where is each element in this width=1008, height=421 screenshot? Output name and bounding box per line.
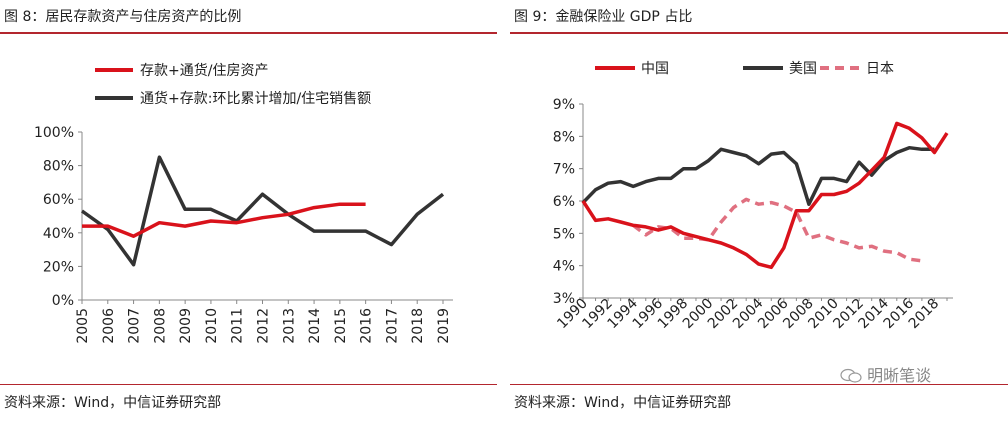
left-top-rule <box>0 32 497 34</box>
series-line-1 <box>82 202 366 238</box>
y-tick-label: 4% <box>553 259 575 275</box>
legend-label-1: 中国 <box>641 61 669 77</box>
legend-label-1: 存款+通货/住房资产 <box>140 62 268 79</box>
x-tick-label: 2007 <box>127 308 143 344</box>
watermark-text: 明晰笔谈 <box>867 366 932 385</box>
y-tick-label: 20% <box>43 259 74 275</box>
y-tick-label: 60% <box>43 192 74 208</box>
x-tick-label: 2015 <box>333 308 349 344</box>
legend-label-2: 通货+存款:环比累计增加/住宅销售额 <box>140 90 371 107</box>
legend-label-3: 日本 <box>866 61 894 77</box>
x-tick-label: 2011 <box>230 308 246 344</box>
watermark: 明晰笔谈 <box>840 362 931 386</box>
x-tick-label: 2016 <box>359 308 375 344</box>
x-tick-label: 2012 <box>256 308 272 344</box>
x-tick-label: 2008 <box>152 308 168 344</box>
legend-label-2: 美国 <box>789 61 817 77</box>
right-chart-title: 图 9：金融保险业 GDP 占比 <box>514 9 693 25</box>
y-tick-label: 9% <box>553 97 575 113</box>
y-tick-label: 8% <box>553 129 575 145</box>
y-tick-label: 40% <box>43 226 74 242</box>
y-tick-label: 80% <box>43 159 74 175</box>
y-tick-label: 100% <box>34 125 74 141</box>
left-chart-title: 图 8：居民存款资产与住房资产的比例 <box>4 9 242 25</box>
left-bottom-rule <box>0 384 497 385</box>
left-chart-panel: 图 8：居民存款资产与住房资产的比例 存款+通货/住房资产通货+存款:环比累计增… <box>0 0 497 421</box>
y-tick-label: 7% <box>553 162 575 178</box>
right-source-note: 资料来源：Wind，中信证券研究部 <box>514 395 732 411</box>
x-tick-label: 2014 <box>307 308 323 344</box>
x-tick-label: 2010 <box>204 308 220 344</box>
wechat-icon <box>840 368 862 383</box>
series-line-3 <box>632 197 923 263</box>
series-line-2 <box>581 145 935 206</box>
x-tick-label: 2019 <box>436 308 452 344</box>
right-chart-panel: 图 9：金融保险业 GDP 占比 中国 美国 日本 3% 4% 5% 6% 7% 8% 9% 199… <box>510 0 1008 421</box>
x-tick-label: 2017 <box>384 308 400 344</box>
right-line-chart: 中国 美国 日本3%4%5%6%7%8%9%19901992199419961998… <box>553 61 953 332</box>
series-line-2 <box>80 155 445 267</box>
series-line-1 <box>581 121 949 270</box>
x-tick-label: 2018 <box>410 308 426 344</box>
x-tick-label: 2013 <box>281 308 297 344</box>
y-tick-label: 0% <box>52 293 74 309</box>
right-top-rule <box>510 32 1008 34</box>
right-bottom-rule <box>510 384 1008 385</box>
x-tick-label: 2005 <box>75 308 91 344</box>
left-source-note: 资料来源：Wind，中信证券研究部 <box>4 395 222 411</box>
y-tick-label: 5% <box>553 226 575 242</box>
x-tick-label: 2006 <box>101 308 117 344</box>
y-tick-label: 6% <box>553 194 575 210</box>
x-tick-label: 2009 <box>178 308 194 344</box>
y-tick-label: 3% <box>553 291 575 307</box>
